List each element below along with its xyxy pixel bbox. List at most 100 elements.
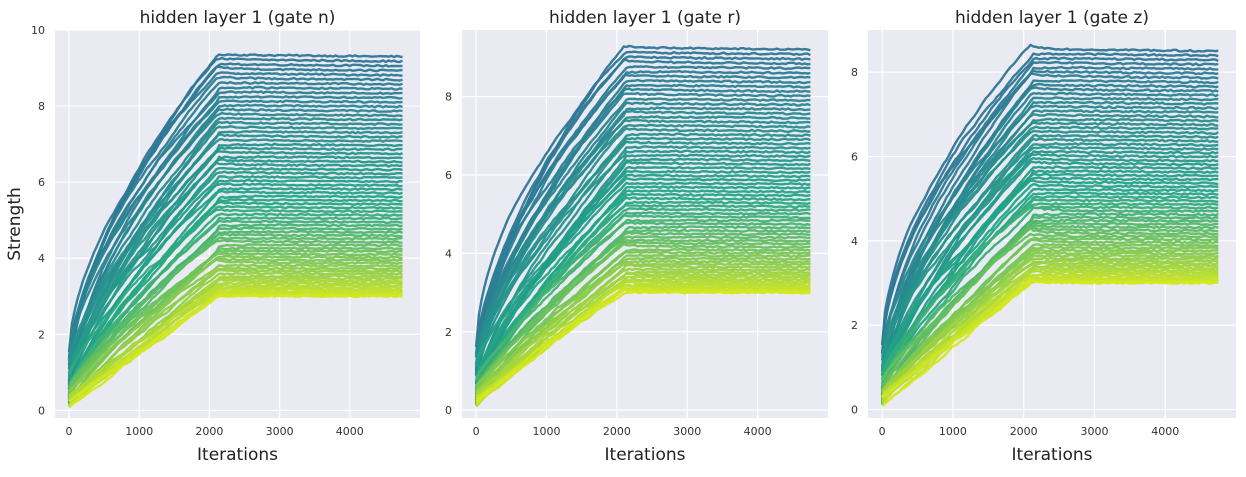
y-tick-label: 6 bbox=[851, 151, 858, 164]
series-line bbox=[474, 149, 811, 366]
series-line bbox=[67, 200, 403, 393]
x-axis-label: Iterations bbox=[197, 445, 278, 465]
panel-title: hidden layer 1 (gate n) bbox=[140, 8, 336, 28]
series-group bbox=[67, 53, 404, 409]
series-line bbox=[474, 203, 811, 394]
series-line bbox=[67, 155, 403, 385]
series-line bbox=[474, 50, 811, 348]
series-group bbox=[881, 43, 1219, 407]
series-line bbox=[474, 69, 811, 358]
series-line bbox=[881, 165, 1219, 395]
y-tick-label: 2 bbox=[445, 326, 452, 339]
series-line bbox=[67, 111, 403, 361]
x-tick-label: 1000 bbox=[125, 425, 153, 438]
x-tick-label: 2000 bbox=[603, 425, 631, 438]
x-tick-label: 0 bbox=[473, 425, 480, 438]
series-line bbox=[474, 58, 811, 375]
series-line bbox=[68, 294, 403, 407]
series-line bbox=[881, 245, 1219, 392]
series-line bbox=[67, 116, 403, 387]
series-line bbox=[67, 236, 403, 391]
series-line bbox=[474, 83, 811, 355]
series-line bbox=[881, 71, 1219, 368]
y-tick-label: 6 bbox=[38, 176, 45, 189]
series-line bbox=[474, 91, 811, 376]
series-line bbox=[881, 176, 1219, 370]
series-line bbox=[67, 223, 403, 391]
y-tick-label: 0 bbox=[445, 404, 452, 417]
x-tick-label: 2000 bbox=[1010, 425, 1038, 438]
series-line bbox=[474, 145, 811, 390]
series-line bbox=[881, 69, 1219, 346]
series-line bbox=[67, 219, 403, 388]
series-line bbox=[881, 232, 1219, 381]
series-line bbox=[67, 150, 404, 362]
series-line bbox=[474, 200, 811, 400]
y-tick-label: 2 bbox=[851, 319, 858, 332]
series-line bbox=[474, 115, 811, 358]
series-line bbox=[881, 248, 1219, 392]
x-tick-label: 4000 bbox=[1151, 425, 1179, 438]
series-line bbox=[881, 179, 1219, 369]
panel-1: 0 1000 2000 3000 4000 0 2 4 6 8 10 hidden layer 1 (… bbox=[31, 8, 420, 465]
series-line bbox=[474, 127, 811, 385]
series-line bbox=[68, 258, 403, 406]
series-line bbox=[474, 118, 811, 374]
series-line bbox=[68, 286, 403, 403]
series-line bbox=[475, 275, 811, 397]
series-line bbox=[67, 99, 403, 361]
series-line bbox=[67, 71, 403, 353]
series-line bbox=[474, 177, 811, 365]
series-line bbox=[881, 261, 1219, 393]
y-tick-label: 4 bbox=[851, 235, 858, 248]
y-tick-label: 8 bbox=[445, 91, 452, 104]
series-line bbox=[67, 239, 403, 388]
series-line bbox=[881, 86, 1219, 392]
series-line bbox=[474, 140, 811, 393]
series-line bbox=[67, 208, 403, 375]
x-tick-label: 3000 bbox=[673, 425, 701, 438]
series-line bbox=[881, 224, 1219, 390]
series-line bbox=[475, 240, 811, 390]
series-line bbox=[475, 221, 811, 380]
panel-title: hidden layer 1 (gate z) bbox=[955, 8, 1149, 28]
series-line bbox=[881, 60, 1219, 376]
series-line bbox=[475, 256, 811, 387]
series-line bbox=[67, 170, 403, 374]
x-axis-label: Iterations bbox=[605, 445, 686, 465]
series-line bbox=[475, 272, 811, 395]
x-tick-label: 0 bbox=[66, 425, 73, 438]
series-line bbox=[881, 278, 1219, 407]
y-tick-label: 0 bbox=[851, 404, 858, 417]
series-line bbox=[67, 75, 403, 366]
series-line bbox=[67, 232, 403, 397]
series-line bbox=[67, 146, 403, 382]
series-line bbox=[474, 55, 811, 370]
series-line bbox=[68, 292, 403, 408]
x-axis-label: Iterations bbox=[1012, 445, 1093, 465]
series-group bbox=[474, 44, 811, 408]
x-tick-label: 0 bbox=[879, 425, 886, 438]
series-line bbox=[67, 161, 403, 375]
series-line bbox=[67, 107, 403, 387]
y-tick-label: 8 bbox=[38, 100, 45, 113]
series-line bbox=[67, 85, 403, 398]
series-line bbox=[474, 189, 811, 396]
series-line bbox=[67, 90, 403, 360]
series-line bbox=[881, 129, 1219, 368]
y-tick-label: 4 bbox=[38, 252, 45, 265]
series-line bbox=[881, 125, 1219, 372]
series-line bbox=[475, 228, 811, 388]
series-line bbox=[68, 281, 403, 398]
series-line bbox=[474, 123, 811, 365]
series-line bbox=[881, 226, 1219, 403]
y-tick-label: 6 bbox=[445, 169, 452, 182]
series-line bbox=[881, 52, 1219, 354]
series-line bbox=[475, 231, 811, 406]
series-line bbox=[474, 97, 811, 371]
series-line bbox=[67, 81, 403, 370]
series-line bbox=[881, 203, 1219, 385]
x-tick-label: 1000 bbox=[939, 425, 967, 438]
series-line bbox=[881, 104, 1219, 352]
